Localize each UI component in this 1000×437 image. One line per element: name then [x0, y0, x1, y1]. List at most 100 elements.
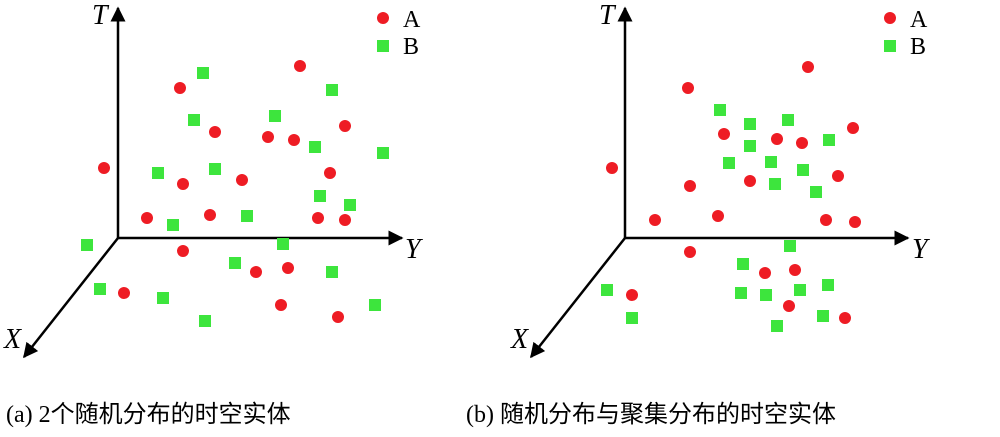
points-b	[81, 67, 389, 327]
point-b	[277, 238, 289, 250]
point-a	[275, 299, 287, 311]
point-b	[744, 140, 756, 152]
point-a	[312, 212, 324, 224]
point-a	[177, 245, 189, 257]
caption: (a) 2个随机分布的时空实体	[6, 401, 291, 428]
point-a	[236, 174, 248, 186]
point-b	[269, 110, 281, 122]
legend-b-marker	[884, 40, 896, 52]
point-a	[839, 312, 851, 324]
point-a	[288, 134, 300, 146]
x-label: X	[3, 324, 22, 355]
point-b	[229, 257, 241, 269]
point-b	[309, 141, 321, 153]
point-b	[241, 210, 253, 222]
point-a	[209, 126, 221, 138]
point-a	[802, 61, 814, 73]
point-a	[771, 133, 783, 145]
point-b	[771, 320, 783, 332]
point-a	[832, 170, 844, 182]
point-a	[174, 82, 186, 94]
point-b	[760, 289, 772, 301]
caption: (b) 随机分布与聚集分布的时空实体	[466, 401, 836, 428]
point-b	[314, 190, 326, 202]
x-label: X	[510, 324, 529, 355]
point-a	[820, 214, 832, 226]
point-b	[199, 315, 211, 327]
point-b	[822, 279, 834, 291]
point-b	[737, 258, 749, 270]
legend-a-marker	[377, 12, 389, 24]
point-b	[769, 178, 781, 190]
legend-b: B	[910, 34, 926, 60]
point-b	[167, 219, 179, 231]
point-a	[98, 162, 110, 174]
point-a	[339, 120, 351, 132]
point-b	[188, 114, 200, 126]
point-a	[141, 212, 153, 224]
point-b	[626, 312, 638, 324]
point-a	[796, 137, 808, 149]
point-a	[282, 262, 294, 274]
point-b	[810, 186, 822, 198]
point-b	[794, 284, 806, 296]
point-a	[294, 60, 306, 72]
point-b	[94, 283, 106, 295]
y-label: Y	[912, 234, 931, 265]
point-b	[157, 292, 169, 304]
legend-a: A	[910, 7, 928, 33]
x-axis	[530, 237, 626, 359]
point-a	[718, 128, 730, 140]
point-b	[152, 167, 164, 179]
point-b	[81, 239, 93, 251]
point-b	[344, 199, 356, 211]
point-b	[823, 134, 835, 146]
point-b	[817, 310, 829, 322]
point-b	[369, 299, 381, 311]
point-b	[601, 284, 613, 296]
point-b	[714, 104, 726, 116]
panel-b: T Y X A B (b) 随机分布与聚集分布的时空实体	[466, 0, 931, 428]
legend-a: A	[403, 7, 421, 33]
point-a	[684, 180, 696, 192]
point-a	[849, 216, 861, 228]
point-b	[797, 164, 809, 176]
point-a	[204, 209, 216, 221]
point-b	[723, 157, 735, 169]
point-a	[744, 175, 756, 187]
point-a	[847, 122, 859, 134]
point-a	[177, 178, 189, 190]
point-b	[735, 287, 747, 299]
point-a	[789, 264, 801, 276]
point-a	[783, 300, 795, 312]
point-b	[377, 147, 389, 159]
point-b	[782, 114, 794, 126]
points-a	[98, 60, 351, 323]
point-b	[784, 240, 796, 252]
point-a	[712, 210, 724, 222]
point-b	[326, 84, 338, 96]
point-b	[744, 118, 756, 130]
panel-a: T Y X A B (a) 2个随机分布的时空实体	[3, 0, 424, 428]
point-a	[682, 82, 694, 94]
legend-b-marker	[377, 40, 389, 52]
point-b	[326, 266, 338, 278]
point-a	[684, 246, 696, 258]
x-axis	[23, 237, 119, 359]
point-a	[339, 214, 351, 226]
point-b	[197, 67, 209, 79]
point-b	[209, 163, 221, 175]
t-label: T	[599, 0, 617, 31]
point-a	[250, 266, 262, 278]
y-label: Y	[405, 234, 424, 265]
point-a	[626, 289, 638, 301]
point-a	[118, 287, 130, 299]
point-a	[649, 214, 661, 226]
point-a	[759, 267, 771, 279]
points-b	[601, 104, 835, 332]
point-a	[324, 167, 336, 179]
point-a	[606, 162, 618, 174]
legend-a-marker	[884, 12, 896, 24]
t-label: T	[92, 0, 110, 31]
